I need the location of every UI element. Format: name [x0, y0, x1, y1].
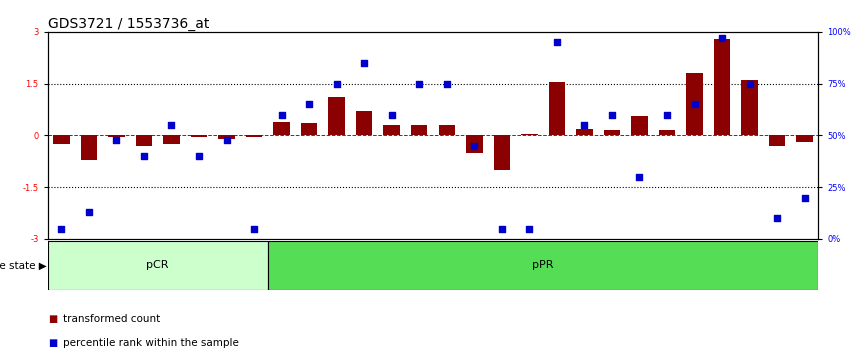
- Text: pPR: pPR: [533, 261, 554, 270]
- Point: [688, 102, 701, 107]
- Text: pCR: pCR: [146, 261, 169, 270]
- Bar: [521, 134, 538, 136]
- Point: [220, 137, 234, 142]
- Bar: [246, 136, 262, 137]
- Point: [494, 226, 508, 232]
- Bar: [714, 39, 730, 136]
- Point: [440, 81, 454, 86]
- Point: [275, 112, 288, 118]
- Point: [385, 112, 398, 118]
- Bar: [301, 123, 317, 136]
- Bar: [686, 73, 703, 136]
- Point: [632, 174, 646, 180]
- Text: GDS3721 / 1553736_at: GDS3721 / 1553736_at: [48, 17, 209, 31]
- Text: ■: ■: [48, 314, 57, 324]
- Point: [82, 209, 96, 215]
- Bar: [274, 122, 290, 136]
- Bar: [604, 130, 620, 136]
- Point: [302, 102, 316, 107]
- Text: disease state ▶: disease state ▶: [0, 261, 47, 270]
- Bar: [384, 125, 400, 136]
- Bar: [659, 130, 675, 136]
- Point: [660, 112, 674, 118]
- Bar: [769, 136, 785, 146]
- Bar: [108, 136, 125, 137]
- Bar: [48, 241, 268, 290]
- Point: [192, 153, 206, 159]
- Text: ■: ■: [48, 338, 57, 348]
- Text: transformed count: transformed count: [63, 314, 160, 324]
- Bar: [53, 136, 69, 144]
- Point: [137, 153, 151, 159]
- Text: percentile rank within the sample: percentile rank within the sample: [63, 338, 239, 348]
- Point: [358, 60, 372, 66]
- Bar: [163, 136, 180, 144]
- Point: [798, 195, 811, 200]
- Bar: [411, 125, 428, 136]
- Bar: [191, 136, 207, 137]
- Bar: [549, 82, 565, 136]
- Point: [770, 215, 784, 221]
- Bar: [438, 125, 455, 136]
- Bar: [631, 116, 648, 136]
- Bar: [741, 80, 758, 136]
- Bar: [466, 136, 482, 153]
- Bar: [268, 241, 818, 290]
- Bar: [328, 97, 345, 136]
- Point: [605, 112, 619, 118]
- Bar: [136, 136, 152, 146]
- Point: [522, 226, 536, 232]
- Point: [715, 35, 729, 41]
- Bar: [81, 136, 97, 160]
- Point: [247, 226, 261, 232]
- Point: [55, 226, 68, 232]
- Bar: [356, 111, 372, 136]
- Point: [743, 81, 757, 86]
- Point: [165, 122, 178, 128]
- Point: [330, 81, 344, 86]
- Point: [468, 143, 481, 149]
- Bar: [576, 129, 592, 136]
- Point: [550, 39, 564, 45]
- Bar: [797, 136, 813, 142]
- Point: [412, 81, 426, 86]
- Point: [578, 122, 591, 128]
- Bar: [494, 136, 510, 170]
- Bar: [218, 136, 235, 139]
- Point: [109, 137, 123, 142]
